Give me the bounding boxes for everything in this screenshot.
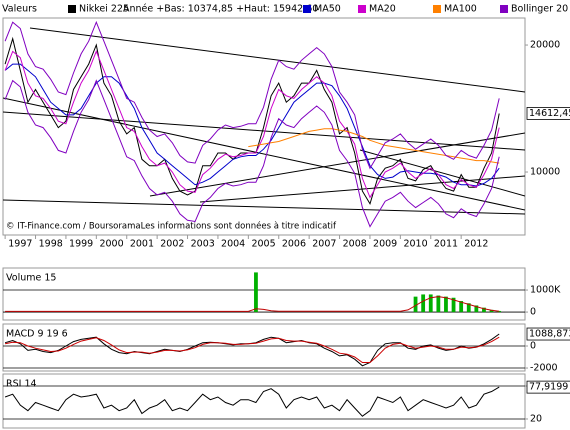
series-line [4, 50, 500, 199]
legend-swatch [433, 5, 441, 13]
series-line [4, 20, 500, 170]
watermark: © IT-Finance.com / BoursoramaLes informa… [6, 221, 337, 232]
panel-title: RSI 14 [6, 379, 37, 390]
y-tick-label: 20000 [530, 40, 560, 51]
panel-title: Volume 15 [6, 273, 56, 284]
subtitle: Année +Bas: 10374,85 +Haut: 15942,60 [123, 4, 318, 15]
x-tick-label: 2004 [221, 239, 245, 250]
x-tick-label: 2005 [251, 239, 275, 250]
trend-lines [3, 27, 525, 215]
legend-swatch [303, 5, 311, 13]
header-label: Valeurs [2, 4, 37, 15]
plot-area [4, 20, 500, 228]
trend-line [3, 199, 525, 215]
x-tick-label: 2002 [160, 239, 184, 250]
plot-area [4, 333, 500, 367]
volume-bar [436, 295, 441, 313]
legend-label: MA100 [444, 4, 477, 15]
volume-bar [482, 307, 486, 313]
legend-swatch [68, 5, 76, 13]
series-line-lower [4, 79, 500, 228]
legend-label: Bollinger 20 2 [511, 4, 570, 15]
value-label-box [526, 380, 570, 394]
series-line [4, 386, 500, 417]
x-tick-label: 2008 [343, 239, 367, 250]
x-tick-label: 2010 [403, 239, 427, 250]
value-label: 1088,873 [529, 329, 570, 340]
value-label-box [526, 327, 570, 341]
x-tick-label: 2012 [464, 239, 488, 250]
plot-area [4, 386, 500, 417]
x-tick-label: 2007 [312, 239, 336, 250]
plot-area [5, 272, 502, 313]
trend-line [29, 27, 525, 93]
y-tick-label: 1000K [530, 285, 561, 296]
rsi-panel [2, 373, 526, 429]
volume-bar [474, 305, 479, 313]
legend-label: MA50 [314, 4, 341, 15]
panel-title: MACD 9 19 6 [6, 329, 68, 340]
x-tick-label: 2000 [99, 239, 123, 250]
volume-bar [489, 309, 494, 313]
legend-label: MA20 [369, 4, 396, 15]
volume-bar [413, 296, 418, 313]
volume-bar [428, 294, 433, 313]
trend-line [3, 111, 525, 151]
x-tick-label: 2001 [130, 239, 154, 250]
volume-bar [451, 297, 456, 313]
trend-line [3, 97, 525, 211]
y-tick-label: -2000 [530, 363, 558, 374]
x-tick-label: 2003 [191, 239, 215, 250]
x-tick-label: 2009 [373, 239, 397, 250]
x-tick-label: 1997 [8, 239, 32, 250]
y-tick-label: 20 [530, 413, 542, 424]
x-tick-label: 1999 [69, 239, 93, 250]
series-line [5, 296, 500, 312]
volume-bar [421, 294, 426, 313]
legend-swatch [500, 5, 508, 13]
value-label-box [526, 107, 570, 120]
value-label: 14612,45 [529, 108, 570, 119]
trend-line [199, 175, 525, 203]
series-line [248, 128, 500, 164]
volume-bar [254, 272, 258, 313]
legend-label: Nikkei 225 [79, 4, 129, 15]
trend-line [359, 149, 525, 197]
macd-panel [2, 323, 526, 372]
x-tick-label: 2006 [282, 239, 306, 250]
x-tick-label: 1998 [39, 239, 63, 250]
volume-bar [459, 301, 464, 313]
legend-swatch [358, 5, 366, 13]
x-tick-label: 2011 [434, 239, 458, 250]
series-line [4, 63, 500, 187]
trend-line [149, 132, 525, 197]
y-tick-label: 0 [530, 341, 536, 352]
value-label: 77,9199 [529, 382, 568, 393]
series-line [4, 336, 500, 363]
volume-bar [444, 296, 448, 313]
y-tick-label: 10000 [530, 167, 560, 178]
y-tick-label: 0 [530, 307, 536, 318]
volume-bar [466, 303, 471, 313]
